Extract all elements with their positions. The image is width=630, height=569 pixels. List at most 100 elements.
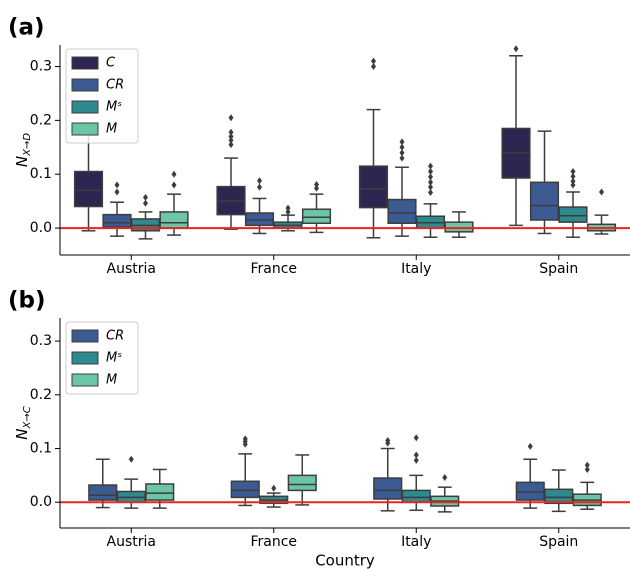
- box: [159, 170, 189, 236]
- x-tick-label: Spain: [539, 261, 578, 277]
- flier: [413, 434, 419, 442]
- x-tick-label: France: [250, 534, 297, 550]
- flier: [171, 170, 177, 178]
- box-body: [102, 213, 132, 228]
- box: [244, 177, 275, 235]
- legend-label: C: [106, 56, 116, 71]
- y-tick-label: 0.1: [30, 166, 52, 182]
- y-label-main: N: [13, 156, 31, 167]
- flier: [584, 465, 590, 473]
- flier: [228, 114, 234, 122]
- box: [301, 180, 332, 234]
- flier: [413, 456, 419, 464]
- box: [216, 114, 246, 230]
- flier: [257, 177, 262, 185]
- box-body: [529, 181, 560, 221]
- x-tick-label: Italy: [401, 261, 431, 277]
- legend-label: M: [106, 122, 117, 137]
- flier: [428, 189, 433, 197]
- box-body: [387, 198, 417, 224]
- flier: [570, 181, 576, 189]
- legend-swatch: [71, 100, 99, 114]
- y-label-sub: X→D: [22, 133, 33, 157]
- y-tick-label: 0.2: [30, 387, 52, 403]
- box-body: [558, 206, 588, 223]
- flier: [570, 172, 576, 180]
- flier: [399, 149, 405, 157]
- flier: [428, 178, 433, 186]
- box-body: [401, 489, 431, 503]
- panel-label: (a): [8, 15, 45, 41]
- flier: [314, 184, 319, 192]
- flier: [399, 143, 405, 151]
- y-tick-label: 0.3: [30, 333, 52, 349]
- legend-label: Mˢ: [106, 100, 122, 115]
- y-tick-label: 0.0: [30, 494, 52, 510]
- y-label-sub: X→C: [22, 406, 33, 429]
- x-tick-label: France: [250, 261, 297, 277]
- flier: [570, 177, 576, 185]
- flier: [428, 173, 433, 181]
- box: [544, 469, 574, 513]
- box-body: [301, 208, 332, 224]
- box: [287, 454, 317, 506]
- box-body: [159, 211, 189, 229]
- box: [116, 455, 146, 509]
- legend-label: CR: [106, 78, 124, 93]
- flier: [143, 193, 148, 201]
- flier: [271, 484, 277, 492]
- flier: [584, 461, 590, 469]
- box: [572, 461, 602, 510]
- box: [373, 436, 403, 512]
- legend-swatch: [71, 329, 99, 343]
- legend-swatch: [71, 56, 99, 70]
- flier: [314, 180, 319, 188]
- x-tick-label: Italy: [401, 534, 431, 550]
- box-body: [244, 212, 275, 227]
- panel-label: (b): [8, 288, 46, 314]
- box: [259, 484, 289, 508]
- x-axis-label: Country: [315, 552, 375, 569]
- box: [102, 181, 132, 237]
- flier: [128, 455, 134, 463]
- box: [430, 474, 460, 513]
- box: [515, 442, 545, 509]
- box: [130, 193, 161, 240]
- box: [401, 434, 431, 512]
- box-body: [287, 474, 317, 492]
- flier: [171, 181, 177, 189]
- flier: [428, 162, 433, 170]
- flier: [570, 168, 576, 176]
- box-body: [544, 488, 574, 505]
- box-body: [515, 481, 545, 501]
- legend-label: Mˢ: [106, 351, 122, 366]
- box: [73, 126, 104, 232]
- legend-swatch: [71, 373, 99, 387]
- box: [558, 168, 588, 238]
- box-body: [88, 484, 118, 501]
- box: [88, 458, 118, 509]
- y-axis-label: NX→C: [13, 406, 34, 439]
- legend-swatch: [71, 351, 99, 365]
- box: [273, 204, 303, 232]
- box-body: [145, 483, 175, 501]
- flier: [114, 188, 120, 196]
- box: [145, 468, 175, 509]
- flier: [371, 57, 376, 65]
- flier: [143, 199, 148, 207]
- legend-label: M: [106, 373, 117, 388]
- flier: [513, 45, 519, 53]
- flier: [428, 168, 433, 176]
- flier: [285, 208, 291, 216]
- flier: [385, 439, 391, 447]
- flier: [228, 141, 234, 149]
- y-tick-label: 0.0: [30, 220, 52, 236]
- x-tick-label: Austria: [107, 534, 156, 550]
- box: [415, 162, 446, 238]
- legend-label: CR: [106, 329, 124, 344]
- y-label-main: N: [13, 428, 31, 439]
- x-tick-label: Austria: [107, 261, 156, 277]
- y-tick-label: 0.1: [30, 441, 52, 457]
